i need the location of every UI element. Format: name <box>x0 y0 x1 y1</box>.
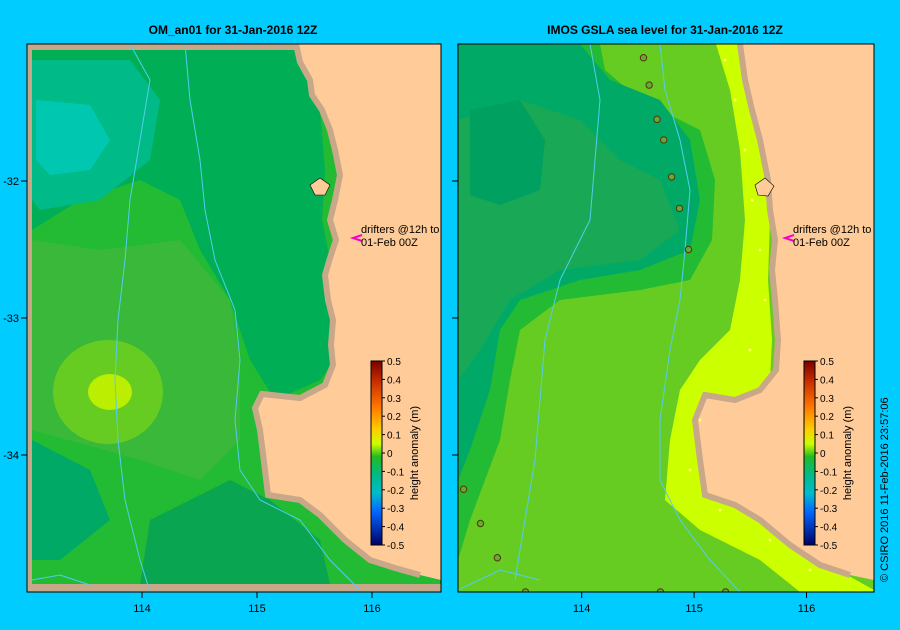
colorbar-tick-label: 0 <box>387 449 393 460</box>
colorbar-tick-label: -0.3 <box>820 504 838 515</box>
y-tick-label: -32 <box>3 176 19 188</box>
annotation-line2: 01-Feb 00Z <box>793 237 850 249</box>
contour-deep-eddy <box>470 100 545 205</box>
rottnest-outline <box>309 177 331 196</box>
colorbar-tick-label: 0.5 <box>820 357 834 368</box>
coastal-data-dots <box>688 58 812 572</box>
colorbar-tick-label: -0.1 <box>820 467 838 478</box>
contour-cyan-region <box>36 100 110 175</box>
colorbar-scale <box>803 360 816 546</box>
rottnest-outline <box>754 177 775 197</box>
y-tick-label: -33 <box>3 313 19 325</box>
drifter-point <box>639 54 648 62</box>
contour-yellow-band <box>665 44 874 592</box>
colorbar-tick-label: -0.3 <box>387 504 405 515</box>
y-tick-label: -34 <box>3 450 19 462</box>
drifter-point <box>660 136 668 144</box>
panel-imos-gsla: IMOS GSLA sea level for 31-Jan-2016 12Z <box>452 23 875 615</box>
x-tick-label: 114 <box>573 603 591 615</box>
colorbar-tick-label: 0.4 <box>820 375 834 386</box>
axes: 114 115 116 -32 -33 -34 <box>3 176 381 615</box>
colorbar-tick-label: 0.2 <box>820 412 834 423</box>
isobath-outer <box>114 44 151 592</box>
contour-south-dark <box>140 480 330 584</box>
isobath-offshore <box>458 569 541 591</box>
colorbar-tick-label: -0.2 <box>820 486 838 497</box>
contour-southwest-dark <box>32 440 110 560</box>
annotation-line1: drifters @12h to <box>361 224 439 236</box>
drifter-point <box>459 485 468 493</box>
drifter-point <box>667 173 676 181</box>
drifter-point <box>476 519 485 528</box>
drifter-arrow <box>349 234 363 242</box>
colorbar-tick-label: 0 <box>820 449 826 460</box>
colorbar: 0.5 0.4 0.3 0.2 0.1 0 -0.1 -0.2 -0.3 -0.4 -0.5 heig… <box>803 357 854 552</box>
drifter-point <box>653 115 661 124</box>
land-west-australia <box>695 44 874 580</box>
chart-title: IMOS GSLA sea level for 31-Jan-2016 12Z <box>547 23 783 37</box>
colorbar-tick-label: -0.5 <box>387 541 405 552</box>
coast-strip <box>251 44 421 578</box>
isobath-offshore <box>31 574 91 586</box>
coast-strip <box>691 44 851 578</box>
x-tick-label: 116 <box>363 603 381 615</box>
colorbar-tick-label: -0.1 <box>387 467 405 478</box>
chart-title: OM_an01 for 31-Jan-2016 12Z <box>149 23 318 37</box>
x-tick-label: 115 <box>685 603 703 615</box>
panel-om-an01: OM_an01 for 31-Jan-2016 12Z 114 115 116 -32… <box>3 23 442 615</box>
x-tick-label: 115 <box>248 603 266 615</box>
colorbar: 0.5 0.4 0.3 0.2 0.1 0 -0.1 -0.2 -0.3 -0.4 -0.5 heig… <box>370 357 421 552</box>
drifter-point <box>684 245 693 254</box>
colorbar-label: height anomaly (m) <box>409 406 421 500</box>
x-tick-label: 116 <box>798 603 816 615</box>
isobath-outer <box>514 44 601 581</box>
colorbar-tick-label: 0.2 <box>387 412 401 423</box>
colorbar-tick-label: 0.3 <box>387 394 401 405</box>
isobath-inner <box>184 44 361 591</box>
colorbar-tick-label: 0.4 <box>387 375 401 386</box>
annotation-line1: drifters @12h to <box>793 224 871 236</box>
credit-text: © CSIRO 2016 11-Feb-2016 23:57:06 <box>879 397 891 582</box>
drifter-point <box>675 204 684 213</box>
axes: 114 115 116 <box>452 180 816 615</box>
x-tick-label: 114 <box>133 603 151 615</box>
colorbar-label: height anomaly (m) <box>842 406 854 500</box>
colorbar-tick-label: 0.3 <box>820 394 834 405</box>
drifter-point <box>645 81 653 89</box>
drifter-point <box>493 554 502 562</box>
colorbar-tick-label: -0.4 <box>820 523 838 534</box>
colorbar-scale <box>370 360 383 546</box>
isobath-inner <box>659 44 741 592</box>
colorbar-tick-label: -0.5 <box>820 541 838 552</box>
colorbar-tick-label: 0.5 <box>387 357 401 368</box>
colorbar-tick-label: -0.2 <box>387 486 405 497</box>
colorbar-tick-label: 0.1 <box>820 431 834 442</box>
land-west-australia <box>255 44 441 580</box>
drifter-arrow <box>781 234 795 242</box>
contour-yellow-core <box>88 374 132 410</box>
colorbar-tick-label: 0.1 <box>387 431 401 442</box>
annotation-line2: 01-Feb 00Z <box>361 237 418 249</box>
colorbar-tick-label: -0.4 <box>387 523 405 534</box>
